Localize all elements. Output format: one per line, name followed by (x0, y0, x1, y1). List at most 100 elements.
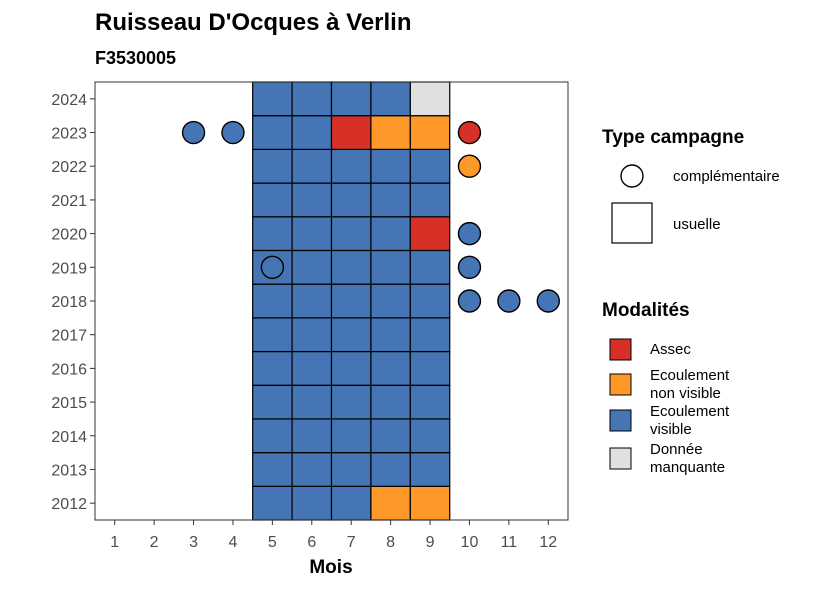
y-tick-label-2022: 2022 (51, 159, 87, 176)
x-tick-label-7: 7 (347, 534, 356, 551)
tile-2017-8 (370, 317, 411, 353)
tile-2018-7 (330, 283, 372, 319)
chart-subtitle: F3530005 (95, 48, 176, 68)
tile-2021-8 (370, 182, 411, 218)
tile-2021-9 (409, 182, 451, 218)
tile-2020-9 (409, 216, 451, 252)
legend-label-0-0: Assec (650, 341, 691, 358)
tile-2012-6 (291, 485, 333, 521)
tile-2017-9 (409, 317, 451, 353)
tile-2015-5 (252, 384, 293, 420)
tile-2012-9 (409, 485, 451, 521)
x-axis-title: Mois (309, 557, 352, 578)
y-tick-label-2012: 2012 (51, 496, 87, 513)
tile-2022-7 (330, 148, 372, 184)
points-layer (181, 120, 560, 313)
tile-2015-8 (370, 384, 411, 420)
tile-2024-7 (330, 81, 372, 117)
point-2018-12 (536, 289, 560, 313)
legend-key-1 (609, 373, 632, 396)
x-tick-label-10: 10 (461, 534, 479, 551)
tile-2021-6 (291, 182, 333, 218)
legend-label-usuelle: usuelle (673, 216, 721, 233)
x-tick-label-3: 3 (189, 534, 198, 551)
tile-2020-6 (291, 216, 333, 252)
tile-2012-8 (370, 485, 411, 521)
legend-key-complementaire (620, 164, 644, 188)
tile-2023-5 (252, 115, 293, 150)
tile-2018-9 (409, 283, 451, 319)
y-tick-label-2024: 2024 (51, 92, 87, 109)
tile-2020-5 (252, 216, 293, 252)
x-tick-label-4: 4 (229, 534, 238, 551)
legend-label-2-1: visible (650, 421, 692, 438)
y-tick-label-2020: 2020 (51, 227, 87, 244)
tile-2018-6 (291, 283, 333, 319)
legend-key-3 (609, 447, 632, 470)
tile-2015-9 (409, 384, 451, 420)
y-tick-label-2023: 2023 (51, 126, 87, 143)
tile-2014-5 (252, 418, 293, 454)
y-tick-label-2017: 2017 (51, 328, 87, 345)
tile-2013-7 (330, 452, 372, 487)
tile-2024-9 (409, 81, 451, 117)
tile-2019-9 (409, 249, 451, 285)
legend-shape-title: Type campagne (602, 127, 744, 148)
legend-fill-title: Modalités (602, 300, 690, 321)
legend-label-1-1: non visible (650, 385, 721, 402)
tile-2023-6 (291, 115, 333, 150)
y-tick-label-2015: 2015 (51, 395, 87, 412)
tile-2017-7 (330, 317, 372, 353)
legend-label-1-0: Ecoulement (650, 367, 730, 384)
tile-2014-7 (330, 418, 372, 454)
tile-2022-9 (409, 148, 451, 184)
legend-key-usuelle (611, 202, 653, 244)
tile-2016-9 (409, 350, 451, 386)
tile-2016-7 (330, 350, 372, 386)
tile-2019-6 (291, 249, 333, 285)
tile-2013-6 (291, 452, 333, 487)
point-2018-10 (457, 289, 482, 313)
legend-label-3-0: Donnée (650, 441, 703, 458)
y-tick-label-2021: 2021 (51, 193, 87, 210)
tile-2024-8 (370, 81, 411, 117)
legend-key-0 (609, 338, 632, 361)
tile-2016-5 (252, 350, 293, 386)
point-2022-10 (457, 154, 482, 178)
point-2023-4 (221, 120, 245, 145)
x-tick-label-1: 1 (110, 534, 119, 551)
tile-2024-6 (291, 81, 333, 117)
point-2019-10 (457, 255, 482, 280)
tile-2023-7 (330, 115, 372, 150)
tile-2022-6 (291, 148, 333, 184)
tile-2021-5 (252, 182, 293, 218)
legend-label-complementaire: complémentaire (673, 168, 780, 185)
tile-2013-9 (409, 452, 451, 487)
x-tick-label-9: 9 (426, 534, 435, 551)
legend-key-2 (609, 409, 632, 432)
x-tick-label-11: 11 (501, 534, 518, 551)
legend-label-3-1: manquante (650, 459, 725, 476)
x-axis: 1 2 3 4 5 6 7 8 9 10 11 12 (110, 520, 557, 551)
x-tick-label-12: 12 (539, 534, 557, 551)
y-tick-label-2018: 2018 (51, 294, 87, 311)
y-tick-label-2019: 2019 (51, 260, 87, 277)
tile-2016-8 (370, 350, 411, 386)
tile-2023-8 (370, 115, 411, 150)
tile-2013-8 (370, 452, 411, 487)
point-2018-11 (497, 289, 521, 313)
y-tick-label-2014: 2014 (51, 429, 87, 446)
tile-2019-8 (370, 249, 411, 285)
tile-2017-6 (291, 317, 333, 353)
tile-2024-5 (252, 81, 293, 117)
y-tick-label-2016: 2016 (51, 361, 87, 378)
y-axis: 2012 2013 2014 2015 2016 2017 2018 2019 2020 2021… (51, 92, 95, 513)
tile-2012-5 (252, 485, 293, 521)
tile-2018-8 (370, 283, 411, 319)
x-tick-label-6: 6 (307, 534, 316, 551)
x-tick-label-8: 8 (386, 534, 395, 551)
tile-2020-8 (370, 216, 411, 252)
point-2019-5 (260, 255, 285, 280)
y-tick-label-2013: 2013 (51, 462, 87, 479)
